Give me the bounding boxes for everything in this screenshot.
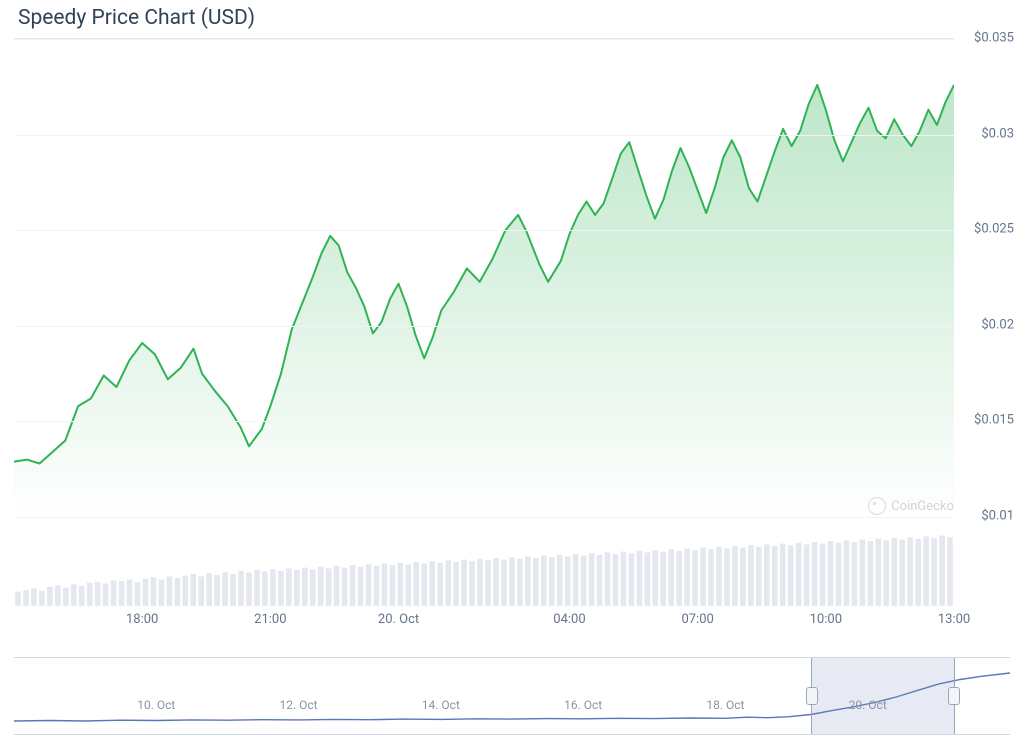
coingecko-icon [868, 497, 886, 515]
nav-x-tick-label: 18. Oct [706, 698, 744, 712]
price-chart-container: Speedy Price Chart (USD) $0.01 $0.015 $0.0… [0, 0, 1024, 747]
volume-area [14, 526, 954, 606]
y-tick-label: $0.03 [981, 126, 1014, 141]
nav-x-tick-label: 20. Oct [849, 698, 887, 712]
navigator-selection[interactable] [811, 658, 955, 734]
chart-title: Speedy Price Chart (USD) [18, 6, 255, 30]
nav-x-tick-label: 10. Oct [137, 698, 175, 712]
x-tick-label: 04:00 [553, 612, 585, 627]
main-chart-area[interactable] [14, 38, 954, 517]
x-tick-label: 13:00 [938, 612, 970, 627]
watermark-text: CoinGecko [891, 499, 954, 514]
navigator-handle-right[interactable] [948, 687, 960, 705]
y-tick-label: $0.035 [974, 31, 1014, 46]
navigator[interactable]: 10. Oct 12. Oct 14. Oct 16. Oct 18. Oct 20. O… [14, 657, 1010, 735]
y-tick-label: $0.01 [981, 509, 1014, 524]
watermark: CoinGecko [868, 497, 954, 515]
x-tick-label: 10:00 [810, 612, 842, 627]
price-line-chart [14, 39, 954, 517]
volume-bars [14, 526, 954, 606]
x-axis: 18:0021:0020. Oct04:0007:0010:0013:00 [14, 612, 954, 636]
nav-x-tick-label: 16. Oct [564, 698, 602, 712]
y-tick-label: $0.025 [974, 222, 1014, 237]
navigator-handle-left[interactable] [806, 687, 818, 705]
y-tick-label: $0.02 [981, 317, 1014, 332]
x-tick-label: 07:00 [681, 612, 713, 627]
nav-x-tick-label: 12. Oct [280, 698, 318, 712]
y-axis: $0.01$0.015$0.02$0.025$0.03$0.035 [954, 38, 1014, 516]
nav-x-tick-label: 14. Oct [422, 698, 460, 712]
x-tick-label: 18:00 [126, 612, 158, 627]
y-tick-label: $0.015 [974, 413, 1014, 428]
x-tick-label: 20. Oct [378, 612, 419, 627]
x-tick-label: 21:00 [254, 612, 286, 627]
